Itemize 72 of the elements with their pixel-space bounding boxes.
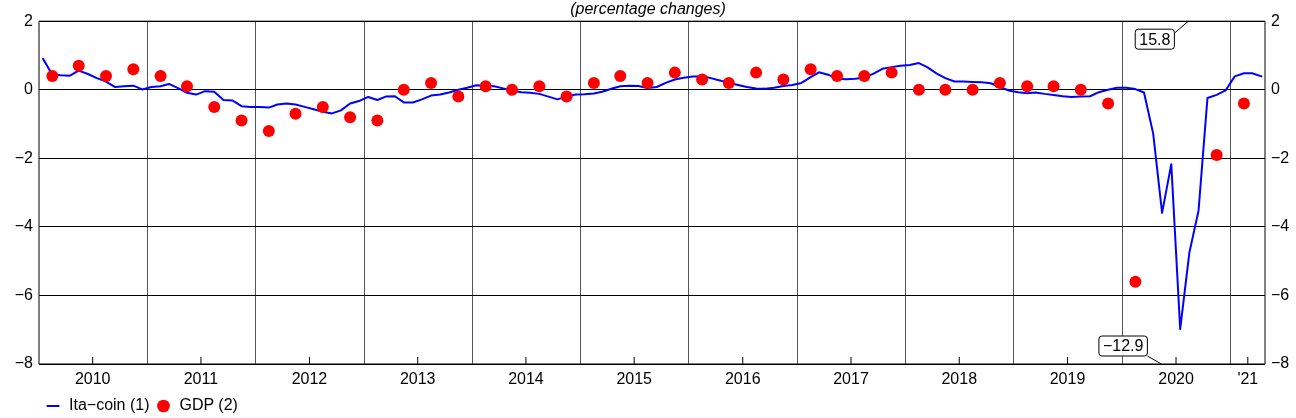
point <box>804 63 817 76</box>
point <box>1102 97 1115 110</box>
point <box>289 107 302 120</box>
point <box>533 80 546 93</box>
point <box>614 70 627 83</box>
point <box>696 73 709 86</box>
x-tick-label: 2014 <box>508 370 544 388</box>
point <box>1074 83 1087 96</box>
y2-tick-label: −2 <box>1271 148 1290 166</box>
y2-tick-label: −6 <box>1271 285 1290 303</box>
point <box>722 76 735 89</box>
point <box>587 76 600 89</box>
legend-label: Ita−coin (1) <box>69 396 150 414</box>
annotation: 15.8 <box>1139 30 1171 48</box>
point <box>777 73 790 86</box>
point <box>1021 80 1034 93</box>
point <box>560 90 573 103</box>
point <box>371 114 384 127</box>
y-tick-label: 2 <box>24 11 34 29</box>
point <box>1210 148 1223 161</box>
point <box>939 83 952 96</box>
point <box>425 76 438 89</box>
point <box>235 114 248 127</box>
point <box>858 70 871 83</box>
x-tick-label: 2016 <box>724 370 761 388</box>
x-tick-label: 2015 <box>616 370 653 388</box>
point <box>72 59 85 72</box>
y-tick-label: −6 <box>14 285 34 303</box>
x-tick-label: 2012 <box>291 370 328 388</box>
x-tick-label: 2018 <box>941 370 978 388</box>
point <box>180 80 193 93</box>
point <box>966 83 979 96</box>
point <box>1129 275 1142 288</box>
x-tick-label: 2017 <box>833 370 869 388</box>
y2-tick-label: −4 <box>1271 217 1290 235</box>
y2-tick-label: −8 <box>1271 354 1290 372</box>
point <box>641 76 654 89</box>
point <box>506 83 519 96</box>
y-tick-label: −8 <box>14 354 34 372</box>
point <box>885 66 898 79</box>
point <box>154 70 167 83</box>
point <box>668 66 681 79</box>
point <box>397 83 410 96</box>
point <box>1047 80 1060 93</box>
y-tick-label: −4 <box>14 217 34 235</box>
point <box>316 100 329 113</box>
x-tick-label: 2010 <box>74 370 111 388</box>
legend-label: GDP (2) <box>179 396 238 414</box>
x-tick-label: '21 <box>1237 370 1259 388</box>
point <box>100 70 113 83</box>
point <box>831 70 844 83</box>
y2-tick-label: 0 <box>1271 80 1280 98</box>
point <box>912 83 925 96</box>
point <box>1237 97 1250 110</box>
point <box>750 66 763 79</box>
point <box>344 111 357 124</box>
point <box>479 80 492 93</box>
x-tick-label: 2020 <box>1158 370 1194 388</box>
point <box>452 90 465 103</box>
point <box>46 70 59 83</box>
y-tick-label: 0 <box>24 80 34 98</box>
x-tick-label: 2013 <box>399 370 436 388</box>
point <box>208 100 221 113</box>
point <box>127 63 140 76</box>
y2-tick-label: 2 <box>1271 11 1280 29</box>
x-tick-label: 2011 <box>183 370 219 388</box>
y-tick-label: −2 <box>14 148 34 166</box>
annotation: −12.9 <box>1102 337 1144 355</box>
point <box>993 76 1006 89</box>
point <box>262 124 275 137</box>
chart-title: (percentage changes) <box>570 0 726 18</box>
x-tick-label: 2019 <box>1049 370 1086 388</box>
